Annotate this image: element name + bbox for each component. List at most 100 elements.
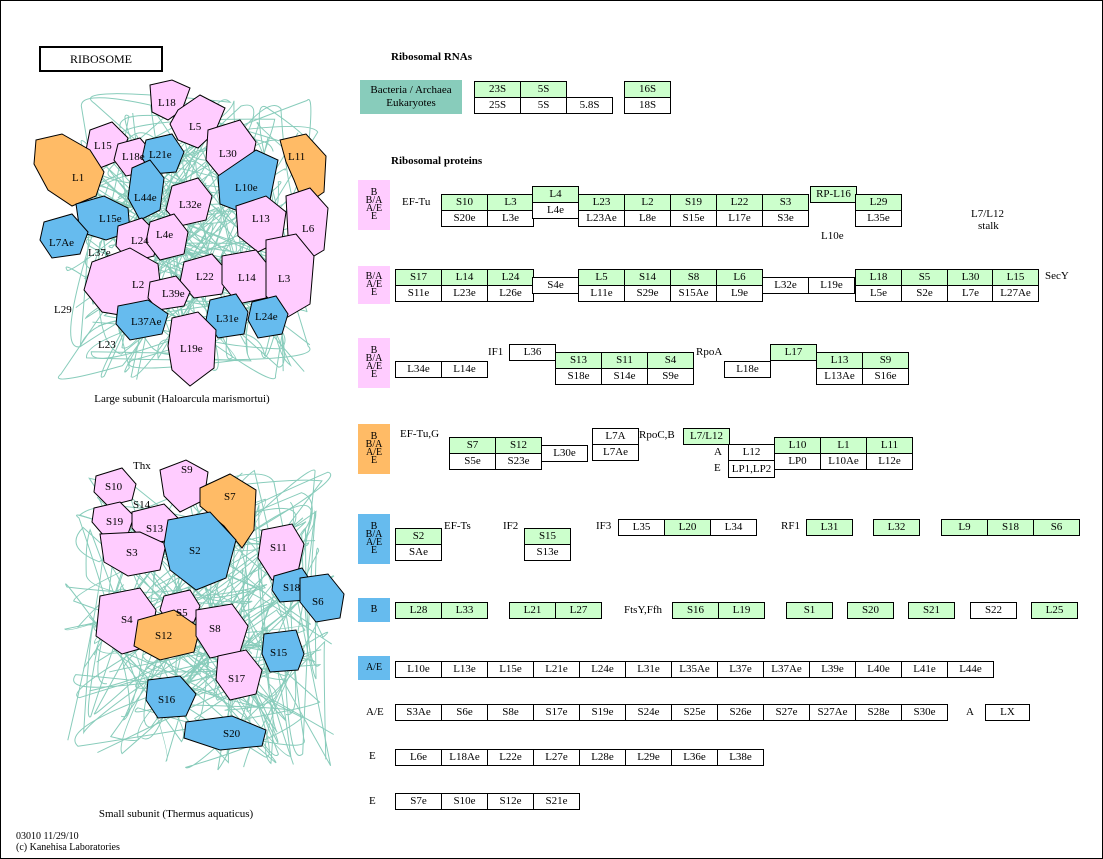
gene-box[interactable]: S1 bbox=[786, 602, 833, 619]
protein-shape-L3[interactable] bbox=[265, 233, 315, 319]
gene-box[interactable]: L7Ae bbox=[592, 444, 639, 461]
gene-box[interactable]: L23 bbox=[578, 194, 625, 211]
gene-box[interactable]: S15 bbox=[524, 528, 571, 545]
gene-box[interactable]: L24e bbox=[579, 661, 626, 678]
gene-box[interactable]: S16e bbox=[862, 368, 909, 385]
gene-box[interactable]: LX bbox=[985, 704, 1030, 721]
gene-box[interactable]: L34e bbox=[395, 361, 442, 378]
protein-shape-L44e[interactable] bbox=[127, 159, 165, 221]
gene-box[interactable]: S8 bbox=[670, 269, 717, 286]
gene-box[interactable]: L12 bbox=[728, 444, 775, 461]
gene-box[interactable]: L44e bbox=[947, 661, 994, 678]
gene-box[interactable]: S2 bbox=[395, 528, 442, 545]
protein-shape-S15[interactable] bbox=[261, 629, 305, 673]
gene-box[interactable]: L2 bbox=[624, 194, 671, 211]
gene-box[interactable]: L32 bbox=[873, 519, 920, 536]
protein-shape-L19e[interactable] bbox=[167, 311, 217, 387]
gene-box[interactable]: 25S bbox=[474, 97, 521, 114]
gene-box[interactable]: L36 bbox=[509, 344, 556, 361]
protein-shape-S3[interactable] bbox=[99, 531, 167, 577]
gene-box[interactable]: S14 bbox=[624, 269, 671, 286]
gene-box[interactable]: RP-L16 bbox=[810, 186, 857, 203]
gene-box[interactable]: L32e bbox=[762, 277, 809, 294]
protein-shape-S16[interactable] bbox=[145, 675, 197, 719]
gene-box[interactable]: S13e bbox=[524, 544, 571, 561]
gene-box[interactable]: S30e bbox=[901, 704, 948, 721]
protein-shape-L32e[interactable] bbox=[165, 177, 213, 227]
protein-shape-S12[interactable] bbox=[133, 609, 201, 661]
gene-box[interactable]: L30e bbox=[541, 445, 588, 462]
gene-box[interactable]: S11e bbox=[395, 285, 442, 302]
gene-box[interactable]: L14e bbox=[441, 361, 488, 378]
protein-shape-L4e[interactable] bbox=[145, 213, 189, 261]
gene-box[interactable]: LP1,LP2 bbox=[728, 460, 775, 478]
gene-box[interactable]: S4 bbox=[647, 352, 694, 369]
gene-box[interactable]: S17 bbox=[395, 269, 442, 286]
gene-box[interactable]: S7e bbox=[395, 793, 442, 810]
gene-box[interactable]: L18 bbox=[855, 269, 902, 286]
gene-box[interactable]: S22 bbox=[970, 602, 1017, 619]
gene-box[interactable]: L19 bbox=[718, 602, 765, 619]
gene-box[interactable]: L20 bbox=[664, 519, 711, 536]
gene-box[interactable]: L9e bbox=[716, 285, 763, 302]
gene-box[interactable]: L25 bbox=[1031, 602, 1078, 619]
gene-box[interactable]: L29 bbox=[855, 194, 902, 211]
gene-box[interactable]: S3Ae bbox=[395, 704, 442, 721]
gene-box[interactable]: S2e bbox=[901, 285, 948, 302]
gene-box[interactable]: S25e bbox=[671, 704, 718, 721]
gene-box[interactable]: S18 bbox=[987, 519, 1034, 536]
protein-shape-S10[interactable] bbox=[93, 467, 137, 507]
protein-shape-S2[interactable] bbox=[163, 511, 237, 591]
gene-box[interactable]: L35e bbox=[855, 210, 902, 227]
gene-box[interactable]: S19 bbox=[670, 194, 717, 211]
gene-box[interactable]: LP0 bbox=[774, 453, 821, 470]
gene-box[interactable]: S13 bbox=[555, 352, 602, 369]
gene-box[interactable]: S17e bbox=[533, 704, 580, 721]
gene-box[interactable]: L31 bbox=[806, 519, 853, 536]
gene-box[interactable]: 5S bbox=[520, 81, 567, 98]
gene-box[interactable]: S27e bbox=[763, 704, 810, 721]
gene-box[interactable]: L40e bbox=[855, 661, 902, 678]
gene-box[interactable]: L36e bbox=[671, 749, 718, 766]
protein-shape-L39e[interactable] bbox=[147, 275, 191, 311]
gene-box[interactable]: L6e bbox=[395, 749, 442, 766]
gene-box[interactable]: 23S bbox=[474, 81, 521, 98]
gene-box[interactable]: L34 bbox=[710, 519, 757, 536]
gene-box[interactable]: L22e bbox=[487, 749, 534, 766]
gene-box[interactable]: S6e bbox=[441, 704, 488, 721]
gene-box[interactable]: S14e bbox=[601, 368, 648, 385]
gene-box[interactable]: L5e bbox=[855, 285, 902, 302]
gene-box[interactable]: S8e bbox=[487, 704, 534, 721]
gene-box[interactable]: S23e bbox=[495, 453, 542, 470]
gene-box[interactable]: S20e bbox=[441, 210, 488, 227]
gene-box[interactable]: S16 bbox=[672, 602, 719, 619]
gene-box[interactable]: 16S bbox=[624, 81, 671, 98]
gene-box[interactable]: L13Ae bbox=[816, 368, 863, 385]
gene-box[interactable]: S5e bbox=[449, 453, 496, 470]
gene-box[interactable]: L7/L12 bbox=[683, 428, 730, 445]
gene-box[interactable]: L39e bbox=[809, 661, 856, 678]
protein-shape-S7[interactable] bbox=[199, 473, 257, 549]
protein-shape-S6[interactable] bbox=[299, 573, 345, 623]
gene-box[interactable]: L18Ae bbox=[441, 749, 488, 766]
gene-box[interactable]: S19e bbox=[579, 704, 626, 721]
gene-box[interactable]: L7A bbox=[592, 428, 639, 445]
gene-box[interactable]: L35Ae bbox=[671, 661, 718, 678]
gene-box[interactable]: L41e bbox=[901, 661, 948, 678]
protein-shape-S20[interactable] bbox=[183, 715, 267, 751]
gene-box[interactable]: S3e bbox=[762, 210, 809, 227]
gene-box[interactable]: L31e bbox=[625, 661, 672, 678]
gene-box[interactable]: L21e bbox=[533, 661, 580, 678]
gene-box[interactable]: 5S bbox=[520, 97, 567, 114]
gene-box[interactable]: L22 bbox=[716, 194, 763, 211]
protein-shape-L37Ae[interactable] bbox=[115, 299, 169, 341]
gene-box[interactable]: S7 bbox=[449, 437, 496, 454]
gene-box[interactable]: S9 bbox=[862, 352, 909, 369]
gene-box[interactable]: L19e bbox=[808, 277, 855, 294]
gene-box[interactable]: S21e bbox=[533, 793, 580, 810]
gene-box[interactable]: L1 bbox=[820, 437, 867, 454]
gene-box[interactable]: S12 bbox=[495, 437, 542, 454]
gene-box[interactable]: S15e bbox=[670, 210, 717, 227]
gene-box[interactable]: L10 bbox=[774, 437, 821, 454]
gene-box[interactable]: S29e bbox=[624, 285, 671, 302]
